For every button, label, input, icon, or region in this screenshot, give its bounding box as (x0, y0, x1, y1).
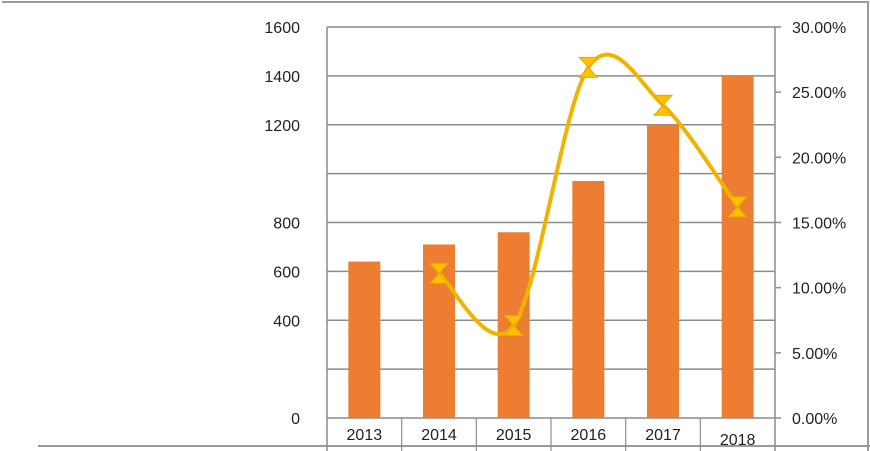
bar-2017 (647, 124, 679, 418)
category-label: 2014 (421, 427, 457, 444)
right-tick-label: 20.00% (792, 150, 846, 167)
right-tick-label: 25.00% (792, 85, 846, 102)
growth-rate-line (437, 52, 740, 337)
category-label: 2016 (571, 427, 607, 444)
right-tick-label: 0.00% (792, 411, 837, 428)
right-tick-label: 30.00% (792, 20, 846, 37)
bar-2018 (721, 75, 754, 418)
category-label: 2015 (496, 427, 532, 444)
left-tick-label: 800 (273, 216, 300, 233)
right-tick-label: 15.00% (792, 216, 846, 233)
category-label: 2017 (645, 427, 681, 444)
category-label: 2018 (720, 432, 756, 449)
right-tick-label: 5.00% (792, 346, 837, 363)
left-tick-label: 1600 (264, 20, 300, 37)
bar-2013 (348, 261, 381, 418)
left-tick-label: 600 (273, 264, 300, 281)
line-marker (652, 94, 674, 116)
left-tick-label: 0 (291, 411, 300, 428)
category-label: 2013 (347, 427, 383, 444)
line-marker (578, 56, 599, 78)
left-tick-label: 1200 (264, 118, 300, 135)
bar-2016 (572, 180, 605, 418)
left-tick-label: 1400 (264, 69, 300, 86)
line-marker (727, 196, 748, 218)
left-tick-label: 400 (273, 313, 300, 330)
line-marker (428, 262, 450, 284)
line-marker (503, 314, 524, 336)
right-tick-label: 10.00% (792, 281, 846, 298)
